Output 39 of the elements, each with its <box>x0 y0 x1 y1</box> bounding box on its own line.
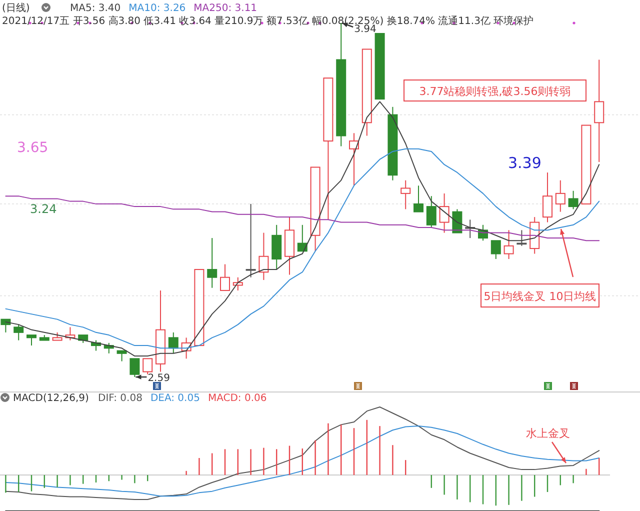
candlestick <box>207 238 218 288</box>
candlestick <box>542 172 552 223</box>
candlestick <box>220 264 230 291</box>
candlestick <box>414 185 424 212</box>
chart-title: (日线) <box>2 2 30 14</box>
candlestick <box>258 232 269 280</box>
annotation: 3.39 <box>508 154 542 172</box>
candlestick <box>490 240 501 260</box>
text: DEA: 0.05 <box>150 393 200 404</box>
text: MACD: 0.06 <box>208 393 267 404</box>
candlestick <box>400 180 411 210</box>
candlestick <box>116 350 127 362</box>
candlestick <box>168 332 178 354</box>
annotation: 5日均线金叉 10日均线 <box>484 290 596 303</box>
candlestick <box>272 224 282 270</box>
candlestick <box>504 230 514 260</box>
annotation: 3.65 <box>17 140 48 156</box>
chart-title: MACD(12,26,9) <box>13 393 90 404</box>
candlestick <box>568 190 578 210</box>
annotation: 2.59 <box>148 373 170 384</box>
chart-subtitle: 2021/12/17五 开3.56 高3.80 低3.41 收3.64 量210.9万 额7.53亿 幅0.08(2.25%) 换18.74% 流通11.3亿 环境保护 <box>2 15 534 27</box>
candlestick <box>26 334 36 346</box>
candlestick <box>439 192 450 234</box>
annotation: 3.77站稳则转强,破3.56则转弱 <box>419 85 571 98</box>
candlestick <box>426 196 436 228</box>
candlestick <box>246 203 256 278</box>
candlestick <box>349 132 359 186</box>
annotation: 水上金叉 <box>526 427 570 440</box>
text: MA250: 3.11 <box>194 3 258 14</box>
candlestick <box>594 59 604 162</box>
text: DIF: 0.08 <box>98 393 142 404</box>
candlestick <box>555 180 566 212</box>
candlestick <box>14 324 24 341</box>
candlestick <box>142 358 153 375</box>
annotation: 3.94 <box>354 24 376 35</box>
candlestick <box>130 358 140 378</box>
text: MA10: 3.26 <box>128 3 186 14</box>
annotation: 3.24 <box>30 202 57 216</box>
text: MA5: 3.40 <box>70 3 121 14</box>
